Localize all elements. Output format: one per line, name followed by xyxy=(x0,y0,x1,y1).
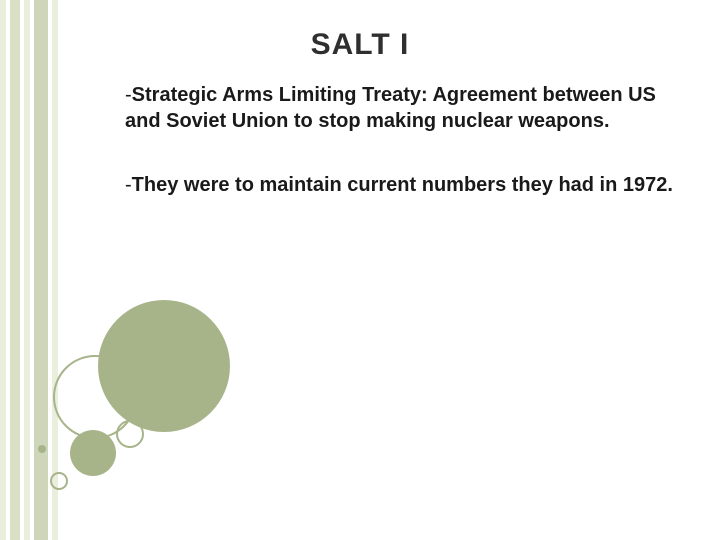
stripe xyxy=(52,0,58,540)
bullet-dash: - xyxy=(125,84,132,106)
bullet-item: -Strategic Arms Limiting Treaty: Agreeme… xyxy=(125,82,680,134)
decorative-circle xyxy=(98,300,230,432)
bullet-text: Strategic Arms Limiting Treaty: Agreemen… xyxy=(125,84,656,132)
slide-title: SALT I xyxy=(0,28,720,62)
decorative-circles xyxy=(0,0,720,540)
decorative-circle xyxy=(70,430,116,476)
decorative-circle xyxy=(53,355,137,439)
stripe xyxy=(34,0,48,540)
bullet-dash: - xyxy=(125,174,132,196)
decorative-circle xyxy=(116,420,144,448)
stripe xyxy=(10,0,20,540)
side-stripes xyxy=(0,0,60,540)
bullet-item: -They were to maintain current numbers t… xyxy=(125,172,680,198)
bullet-text: They were to maintain current numbers th… xyxy=(132,174,673,196)
slide-content: -Strategic Arms Limiting Treaty: Agreeme… xyxy=(125,82,680,236)
